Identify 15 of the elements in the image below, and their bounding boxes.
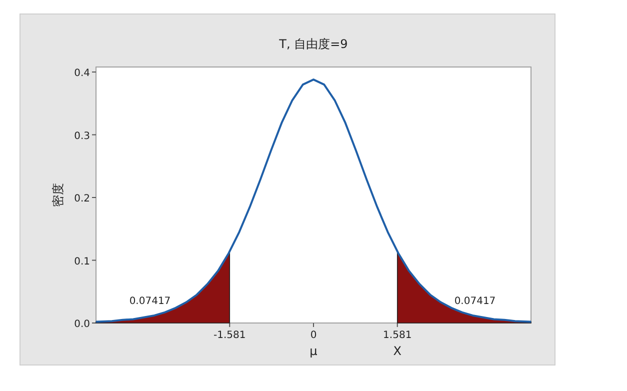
y-tick-label: 0.2: [74, 194, 90, 205]
text: μ: [310, 344, 318, 358]
annotation: 0.07417: [454, 296, 496, 307]
y-tick-label: 0.0: [74, 319, 90, 330]
text: X: [393, 344, 402, 358]
y-axis-title: 密度: [51, 183, 65, 207]
chart-title: T, 自由度=9: [278, 37, 348, 51]
x-tick-label: 0: [310, 330, 317, 341]
y-tick-label: 0.1: [74, 256, 90, 268]
y-tick-label: 0.3: [74, 130, 90, 142]
x-tick-label: -1.581: [214, 330, 246, 341]
line-series: [95, 78, 532, 323]
annotation: 0.07417: [129, 296, 171, 307]
y-tick-label: 0.4: [74, 68, 90, 80]
x-tick-label: 1.581: [383, 330, 412, 341]
